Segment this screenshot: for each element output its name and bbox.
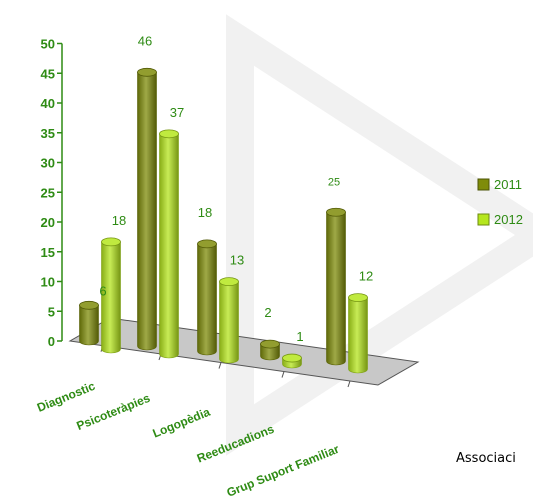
legend-swatch-2012 [477, 213, 490, 226]
data-label-2012-0: 18 [112, 213, 126, 228]
y-tick-label-50: 50 [41, 37, 55, 52]
bar-2011-4 [326, 207, 346, 366]
bar-2012-4 [348, 293, 368, 374]
legend-item-2012: 2012 [477, 212, 523, 227]
data-label-2011-4: 25 [328, 176, 340, 188]
y-tick-label-15: 15 [41, 245, 55, 260]
category-label-2: Logopèdia [151, 405, 213, 441]
footer-text: Associaci [456, 451, 516, 466]
category-label-4: Grup Suport Familiar [225, 442, 342, 499]
bar-2012-0 [101, 237, 121, 354]
bar-2011-3 [260, 339, 280, 361]
data-label-2012-2: 13 [230, 253, 244, 268]
y-tick-label-40: 40 [41, 96, 55, 111]
data-label-2011-3: 2 [264, 305, 271, 320]
legend-label-2012: 2012 [494, 212, 523, 227]
data-label-2011-1: 46 [138, 33, 152, 48]
legend-item-2011: 2011 [477, 177, 522, 192]
category-label-0: Diagnostic [35, 379, 97, 415]
y-tick-label-20: 20 [41, 215, 55, 230]
y-tick-label-35: 35 [41, 126, 55, 141]
y-tick-label-10: 10 [41, 275, 55, 290]
data-label-2011-0: 6 [99, 283, 106, 298]
bar-2012-1 [159, 129, 179, 359]
bar-2011-0 [79, 300, 99, 346]
legend-label-2011: 2011 [494, 177, 522, 192]
y-tick-label-25: 25 [41, 185, 55, 200]
bar-2012-3 [282, 353, 302, 369]
data-label-2012-4: 12 [359, 269, 373, 284]
category-label-1: Psicoteràpies [75, 391, 153, 433]
bar-2012-2 [219, 277, 239, 364]
bar-2011-2 [197, 239, 217, 356]
data-label-2011-2: 18 [198, 205, 212, 220]
legend-swatch-2011 [477, 178, 490, 191]
data-label-2012-3: 1 [296, 329, 303, 344]
y-tick-label-5: 5 [48, 304, 55, 319]
data-label-2012-1: 37 [170, 105, 184, 120]
y-tick-label-45: 45 [41, 66, 55, 81]
bar-2011-1 [137, 67, 157, 351]
y-tick-label-30: 30 [41, 156, 55, 171]
y-tick-label-0: 0 [48, 334, 55, 349]
